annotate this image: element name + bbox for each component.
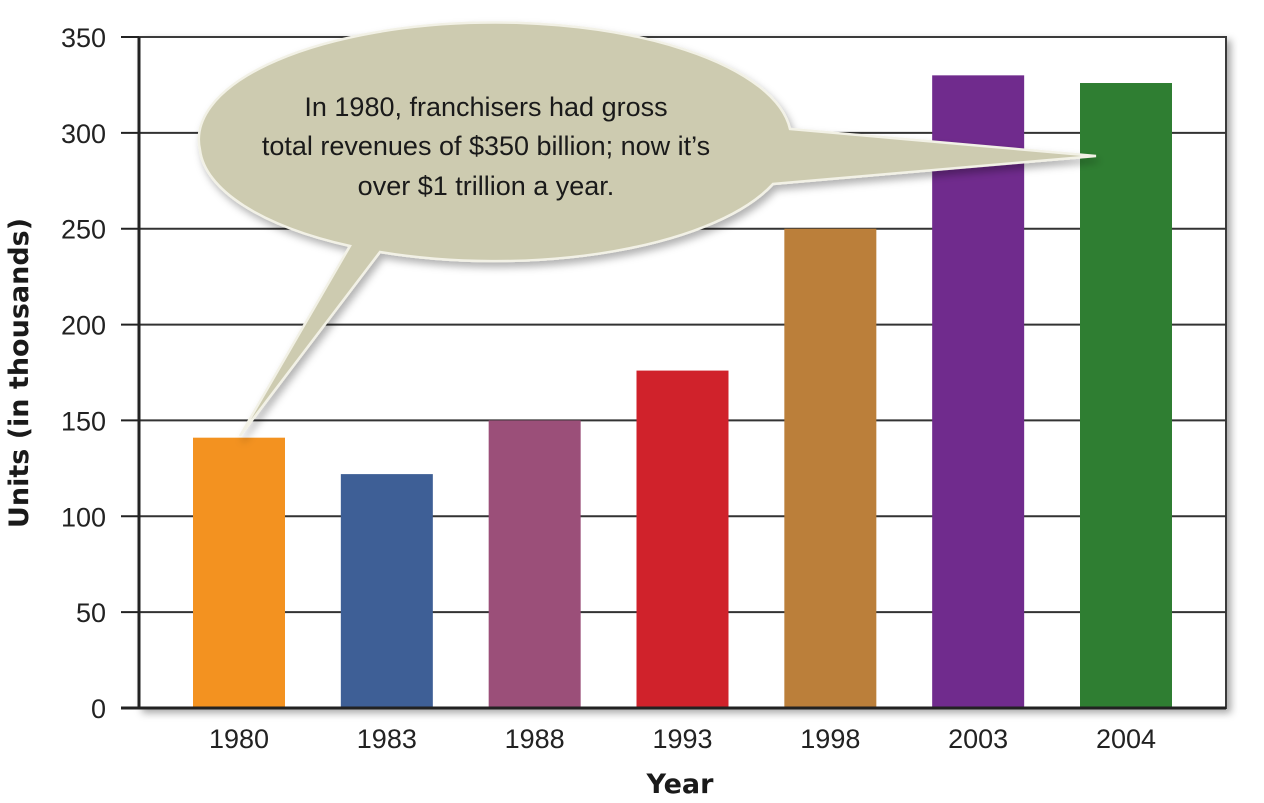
y-tick-label: 250 [61,215,106,245]
bar-1983 [340,474,433,708]
x-tick-label: 1983 [357,724,417,754]
bars [193,75,1172,709]
y-tick-label: 350 [61,23,106,53]
x-tick-label: 1993 [652,724,712,754]
x-tick-label: 1998 [800,724,860,754]
bar-1993 [636,370,729,708]
x-tick-label: 2003 [948,724,1008,754]
callout-line-1: In 1980, franchisers had gross [304,92,667,122]
bar-2004 [1080,83,1172,709]
x-tick-label: 1988 [505,724,565,754]
y-axis-title: Units (in thousands) [4,218,35,528]
y-tick-label: 150 [61,406,106,436]
callout-line-3: over $1 trillion a year. [358,171,615,201]
x-tick-label: 1980 [209,724,269,754]
x-axis-ticks: 1980 1983 1988 1993 1998 2003 2004 [209,724,1156,754]
y-tick-label: 0 [91,694,106,724]
callout-line-2: total revenues of $350 billion; now it’s [262,131,710,161]
y-axis-ticks: 0 50 100 150 200 250 300 350 [61,23,139,724]
y-tick-label: 100 [61,502,106,532]
annotation-callout: In 1980, franchisers had gross total rev… [197,21,1097,437]
callout-bubble [197,21,1097,437]
x-axis-title: Year [646,769,715,800]
y-tick-label: 300 [61,119,106,149]
x-tick-label: 2004 [1096,724,1156,754]
bar-1998 [784,228,877,708]
bar-1980 [193,437,285,708]
y-tick-label: 50 [76,598,106,628]
bar-1988 [488,420,581,708]
y-tick-label: 200 [61,311,106,341]
bar-2003 [932,75,1025,709]
